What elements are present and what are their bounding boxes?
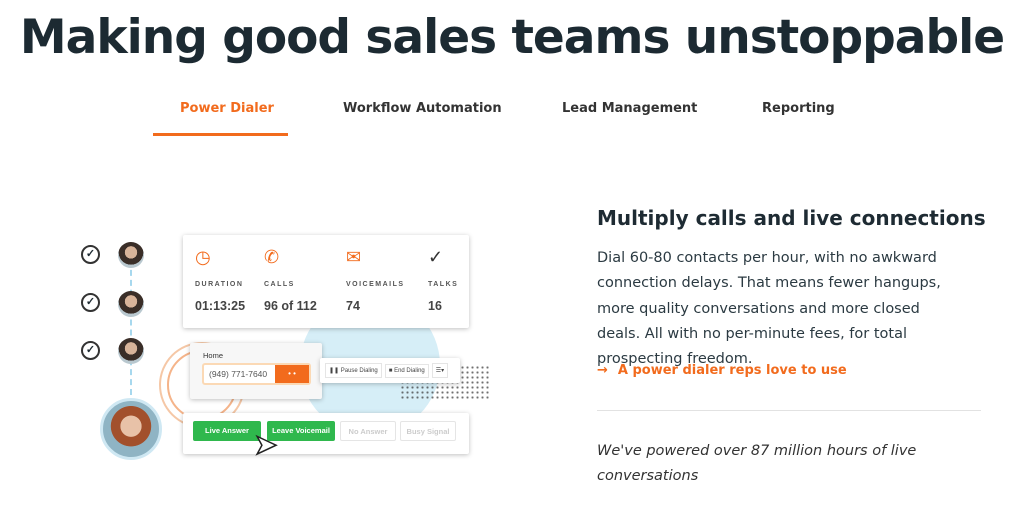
page-title: Making good sales teams unstoppable bbox=[19, 10, 1005, 65]
dialer-card: Home (949) 771-7640 • • bbox=[190, 343, 322, 399]
dial-button[interactable]: • • bbox=[275, 365, 309, 383]
live-answer-button[interactable]: Live Answer bbox=[193, 421, 261, 441]
no-answer-button[interactable]: No Answer bbox=[340, 421, 396, 441]
divider bbox=[597, 410, 981, 411]
avatar bbox=[118, 291, 144, 317]
busy-signal-button[interactable]: Busy Signal bbox=[400, 421, 456, 441]
tab-lead-management[interactable]: Lead Management bbox=[562, 101, 698, 116]
menu-icon[interactable]: ☰▾ bbox=[431, 363, 449, 378]
dialer-label: Home bbox=[203, 351, 224, 360]
clock-icon: ◷ bbox=[195, 247, 211, 267]
outcomes-card: Live Answer Leave Voicemail No Answer Bu… bbox=[183, 413, 469, 454]
phone-icon: ✆ bbox=[264, 247, 280, 267]
tab-power-dialer[interactable]: Power Dialer bbox=[180, 101, 274, 116]
avatar bbox=[118, 242, 144, 268]
arrow-right-icon: → bbox=[597, 363, 608, 378]
pause-label: Pause Dialing bbox=[340, 368, 378, 374]
end-label: End Dialing bbox=[394, 367, 425, 374]
check-circle-icon: ✓ bbox=[428, 247, 444, 267]
power-dialer-link[interactable]: → A power dialer reps love to use bbox=[597, 363, 847, 378]
stats-card: ◷ DURATION 01:13:25 ✆ CALLS 96 of 112 ✉ VOICE… bbox=[183, 235, 469, 328]
pause-dialing-button[interactable]: ❚❚ Pause Dialing bbox=[325, 363, 382, 378]
leave-voicemail-button[interactable]: Leave Voicemail bbox=[267, 421, 335, 441]
stat-quote: We've powered over 87 million hours of l… bbox=[597, 443, 917, 484]
section-heading: Multiply calls and live connections bbox=[597, 206, 986, 230]
tab-workflow-automation[interactable]: Workflow Automation bbox=[343, 101, 502, 116]
phone-number: (949) 771-7640 bbox=[209, 369, 268, 379]
power-dialer-illustration: ✓ ✓ ✓ ◷ DURATION 01:13:25 ✆ CALLS 96 of 112 … bbox=[70, 230, 490, 470]
dialer-controls: ❚❚ Pause Dialing ■ End Dialing ☰▾ bbox=[320, 358, 460, 383]
check-icon: ✓ bbox=[81, 245, 100, 264]
phone-field[interactable]: (949) 771-7640 • • bbox=[202, 363, 311, 385]
stat-calls: ✆ CALLS 96 of 112 bbox=[264, 247, 317, 313]
section-description: Dial 60-80 contacts per hour, with no aw… bbox=[597, 250, 941, 368]
envelope-icon: ✉ bbox=[346, 247, 362, 267]
stat-voicemails: ✉ VOICEMAILS 74 bbox=[346, 247, 405, 313]
check-icon: ✓ bbox=[81, 341, 100, 360]
stat-talks: ✓ TALKS 16 bbox=[428, 247, 459, 313]
cursor-icon: ➤ bbox=[253, 428, 278, 461]
end-dialing-button[interactable]: ■ End Dialing bbox=[384, 363, 429, 378]
active-tab-indicator bbox=[153, 133, 288, 136]
tab-reporting[interactable]: Reporting bbox=[762, 101, 835, 116]
link-label: A power dialer reps love to use bbox=[617, 363, 847, 378]
stat-duration: ◷ DURATION 01:13:25 bbox=[195, 247, 246, 313]
timeline-line bbox=[130, 260, 132, 395]
avatar-large bbox=[100, 398, 162, 460]
avatar bbox=[118, 338, 144, 364]
check-icon: ✓ bbox=[81, 293, 100, 312]
